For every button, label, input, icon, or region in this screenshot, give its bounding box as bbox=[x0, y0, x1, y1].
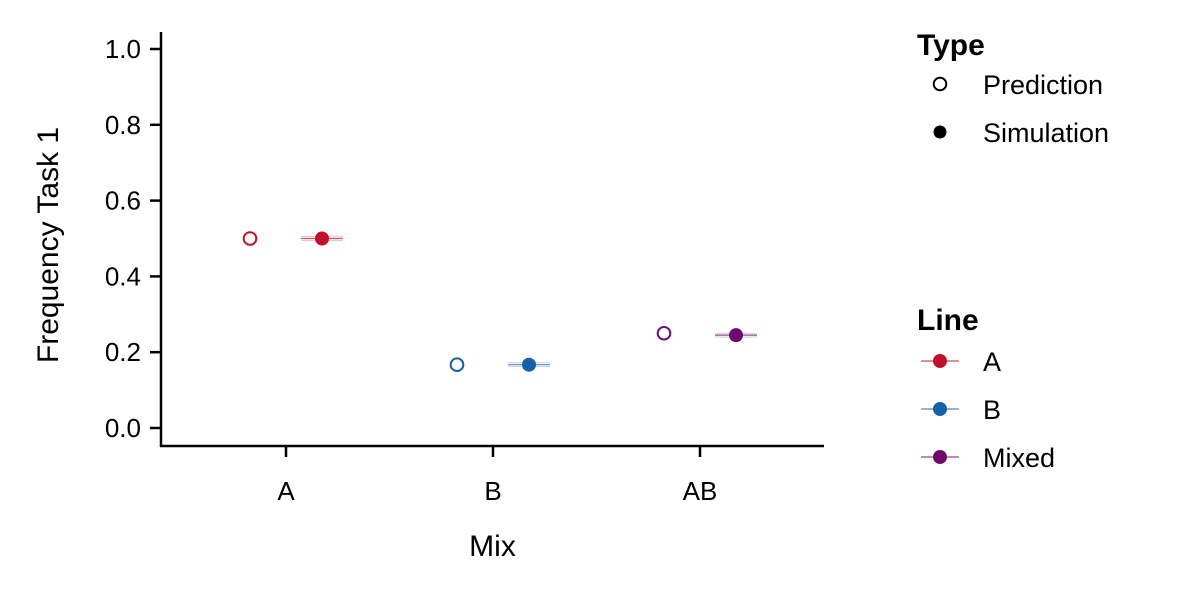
data-marks bbox=[242, 231, 757, 373]
x-tick-label: B bbox=[484, 476, 501, 506]
prediction-point bbox=[656, 325, 672, 341]
legend-line-dot-icon bbox=[933, 450, 947, 464]
x-ticks: A B AB bbox=[277, 446, 717, 506]
y-tick-label: 0.8 bbox=[105, 110, 141, 140]
legend-open-circle-icon bbox=[932, 76, 948, 92]
legend-line-label: B bbox=[983, 395, 1001, 425]
simulation-point bbox=[315, 231, 329, 246]
y-tick-label: 0.6 bbox=[105, 186, 141, 216]
x-tick-label: A bbox=[277, 476, 295, 506]
legend-line-title: Line bbox=[917, 304, 979, 337]
legend-line-dot-icon bbox=[933, 354, 947, 368]
y-axis-title: Frequency Task 1 bbox=[32, 127, 65, 363]
legend-line-dot-icon bbox=[933, 402, 947, 416]
legend-type-label: Simulation bbox=[983, 118, 1109, 148]
legend: Type Prediction Simulation Line AB Mixed bbox=[917, 29, 1109, 473]
legend-line-entries: AB Mixed bbox=[921, 347, 1055, 473]
x-axis-title: Mix bbox=[469, 530, 516, 563]
y-tick-label: 0.2 bbox=[105, 337, 141, 367]
legend-line-label: Mixed bbox=[983, 443, 1055, 473]
axes: 0.00.20.40.60.81.0 A B AB bbox=[105, 32, 824, 506]
y-tick-label: 0.4 bbox=[105, 261, 141, 291]
y-tick-label: 0.0 bbox=[105, 413, 141, 443]
legend-line-label: A bbox=[983, 347, 1001, 377]
x-tick-label: AB bbox=[683, 476, 718, 506]
prediction-point bbox=[242, 231, 258, 246]
simulation-point bbox=[729, 328, 743, 343]
prediction-point bbox=[449, 357, 465, 373]
legend-filled-circle-icon bbox=[933, 125, 947, 139]
legend-type-entries: Prediction Simulation bbox=[932, 70, 1109, 148]
simulation-point bbox=[522, 357, 536, 372]
legend-type-label: Prediction bbox=[983, 70, 1103, 100]
y-ticks: 0.0 0.2 0.4 0.6 0.8 1.0 bbox=[105, 34, 161, 443]
y-tick-label: 1.0 bbox=[105, 34, 141, 64]
legend-type-title: Type bbox=[917, 29, 985, 62]
